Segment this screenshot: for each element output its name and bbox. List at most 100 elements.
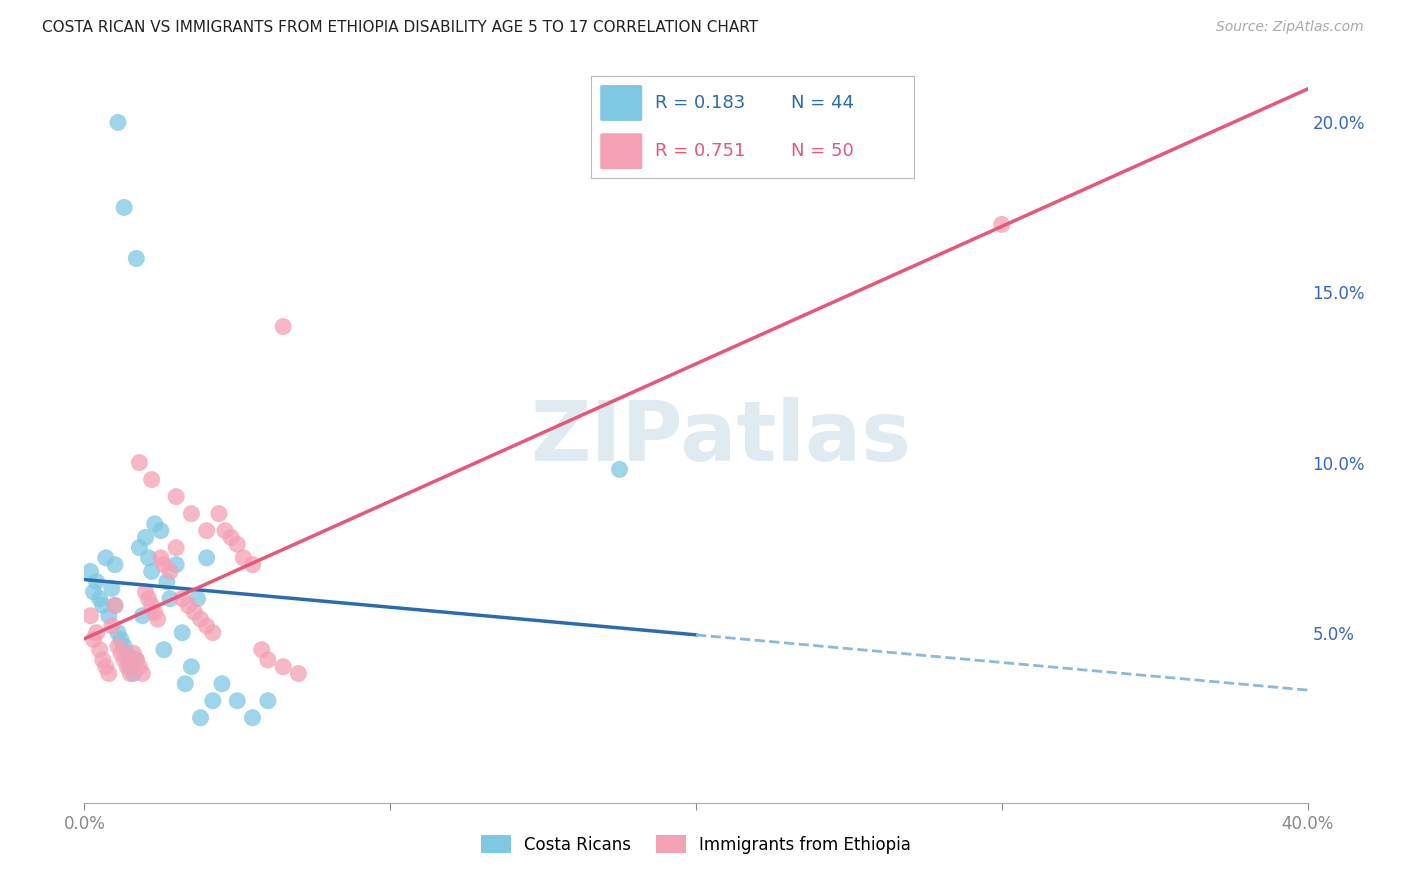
Point: [183, 605, 205, 619]
Point: [195, 524, 218, 538]
Point: [86, 574, 108, 589]
Point: [172, 591, 194, 606]
Point: [195, 550, 218, 565]
Point: [232, 550, 254, 565]
Point: [138, 550, 160, 565]
Point: [110, 646, 132, 660]
Text: Source: ZipAtlas.com: Source: ZipAtlas.com: [1216, 20, 1364, 34]
Point: [146, 612, 169, 626]
Point: [110, 632, 132, 647]
Point: [242, 711, 264, 725]
Point: [104, 599, 127, 613]
Point: [128, 541, 150, 555]
Point: [135, 531, 157, 545]
Point: [226, 694, 249, 708]
Point: [165, 558, 187, 572]
Point: [180, 507, 202, 521]
Point: [141, 599, 163, 613]
Text: R = 0.751: R = 0.751: [655, 142, 745, 161]
Point: [180, 659, 202, 673]
Point: [107, 115, 129, 129]
Point: [287, 666, 309, 681]
Point: [143, 605, 166, 619]
Text: N = 44: N = 44: [792, 94, 853, 112]
Text: ZIPatlas: ZIPatlas: [530, 397, 911, 477]
Point: [122, 666, 145, 681]
Point: [107, 640, 129, 654]
Point: [125, 653, 148, 667]
Point: [128, 659, 150, 673]
Point: [122, 646, 145, 660]
Point: [91, 653, 114, 667]
Legend: Costa Ricans, Immigrants from Ethiopia: Costa Ricans, Immigrants from Ethiopia: [474, 829, 918, 860]
Point: [149, 550, 172, 565]
Point: [165, 490, 187, 504]
Point: [219, 531, 242, 545]
Point: [211, 677, 233, 691]
Point: [104, 558, 127, 572]
Point: [149, 524, 172, 538]
Text: N = 50: N = 50: [792, 142, 853, 161]
Point: [97, 608, 120, 623]
Point: [91, 599, 114, 613]
Point: [143, 516, 166, 531]
Point: [250, 642, 273, 657]
Point: [271, 659, 294, 673]
Point: [120, 666, 142, 681]
Point: [79, 565, 101, 579]
Point: [104, 599, 127, 613]
Point: [115, 659, 138, 673]
Point: [195, 619, 218, 633]
Point: [138, 591, 160, 606]
Point: [141, 473, 163, 487]
Point: [156, 574, 179, 589]
Point: [208, 507, 231, 521]
FancyBboxPatch shape: [600, 133, 643, 169]
Point: [112, 201, 135, 215]
Point: [226, 537, 249, 551]
Point: [89, 591, 111, 606]
Point: [83, 632, 105, 647]
Point: [190, 711, 212, 725]
Point: [159, 591, 181, 606]
Point: [101, 619, 124, 633]
Point: [201, 694, 224, 708]
Point: [89, 642, 111, 657]
Point: [271, 319, 294, 334]
Point: [125, 252, 148, 266]
Point: [214, 524, 236, 538]
Point: [131, 666, 153, 681]
Point: [120, 653, 142, 667]
Point: [131, 608, 153, 623]
Point: [101, 582, 124, 596]
Point: [135, 585, 157, 599]
Point: [125, 653, 148, 667]
Point: [257, 694, 280, 708]
Point: [186, 591, 208, 606]
Point: [153, 558, 176, 572]
Point: [177, 599, 200, 613]
Point: [609, 462, 631, 476]
Point: [79, 608, 101, 623]
Point: [120, 659, 142, 673]
Point: [107, 625, 129, 640]
Point: [94, 550, 117, 565]
Point: [97, 666, 120, 681]
Point: [257, 653, 280, 667]
Text: COSTA RICAN VS IMMIGRANTS FROM ETHIOPIA DISABILITY AGE 5 TO 17 CORRELATION CHART: COSTA RICAN VS IMMIGRANTS FROM ETHIOPIA …: [42, 20, 758, 35]
Point: [172, 625, 194, 640]
Text: R = 0.183: R = 0.183: [655, 94, 745, 112]
Point: [242, 558, 264, 572]
Point: [174, 677, 197, 691]
Point: [141, 565, 163, 579]
Point: [190, 612, 212, 626]
Point: [201, 625, 224, 640]
Point: [94, 659, 117, 673]
Point: [165, 541, 187, 555]
Point: [159, 565, 181, 579]
FancyBboxPatch shape: [600, 85, 643, 121]
Point: [83, 585, 105, 599]
Point: [112, 653, 135, 667]
Point: [991, 218, 1014, 232]
Point: [128, 456, 150, 470]
